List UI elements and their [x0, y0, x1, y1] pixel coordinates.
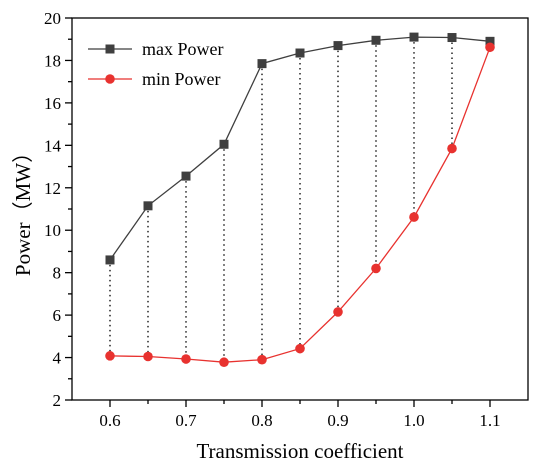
max-power-point [143, 201, 153, 211]
min-power-point [257, 354, 267, 365]
min-power-point [371, 263, 381, 274]
min-power-point [409, 212, 419, 222]
x-tick-label: 1.0 [403, 411, 424, 430]
min-power-point [105, 351, 115, 361]
y-tick-label: 8 [53, 264, 62, 283]
y-tick-label: 10 [44, 221, 61, 240]
max-power-point [447, 33, 457, 43]
max-power-point [409, 32, 419, 42]
max-power-point [333, 41, 343, 51]
legend-circle-marker [105, 74, 115, 84]
max-power-point [105, 255, 115, 265]
x-tick-label: 0.9 [327, 411, 348, 430]
y-tick-label: 16 [44, 94, 61, 113]
min-power-point [485, 42, 495, 53]
x-tick-label: 0.6 [99, 411, 120, 430]
min-power-point [219, 357, 229, 368]
y-tick-label: 18 [44, 51, 61, 70]
x-axis-title: Transmission coefficient [196, 439, 403, 463]
min-power-point [143, 351, 153, 362]
x-tick-label: 0.8 [251, 411, 272, 430]
y-axis: 2 4 6 8 10 12 14 16 18 20 [44, 9, 72, 410]
max-power-point [257, 59, 267, 69]
min-power-point [447, 143, 457, 154]
x-axis: 0.6 0.7 0.8 0.9 1.0 1.1 [99, 400, 501, 430]
legend: max Power min Power [88, 39, 223, 89]
y-tick-label: 12 [44, 179, 61, 198]
min-power-point [181, 354, 191, 364]
series-layer [105, 32, 495, 368]
y-tick-label: 2 [53, 391, 62, 410]
min-power-line [109, 47, 491, 363]
y-tick-label: 4 [53, 349, 62, 368]
y-axis-title: Power（MW） [11, 142, 35, 276]
min-power-point [295, 343, 305, 354]
x-tick-label: 1.1 [479, 411, 500, 430]
legend-square-marker [105, 44, 115, 54]
y-tick-label: 20 [44, 9, 61, 28]
legend-label: max Power [142, 39, 223, 59]
max-power-point [181, 171, 191, 181]
y-tick-label: 6 [53, 306, 62, 325]
x-tick-label: 0.7 [175, 411, 197, 430]
y-tick-label: 14 [44, 136, 62, 155]
max-power-point [371, 35, 381, 45]
legend-label: min Power [142, 69, 221, 89]
min-power-point [333, 307, 343, 317]
max-power-point [219, 139, 229, 149]
max-power-point [485, 36, 495, 46]
drop-lines [109, 37, 491, 363]
max-power-point [295, 48, 305, 58]
